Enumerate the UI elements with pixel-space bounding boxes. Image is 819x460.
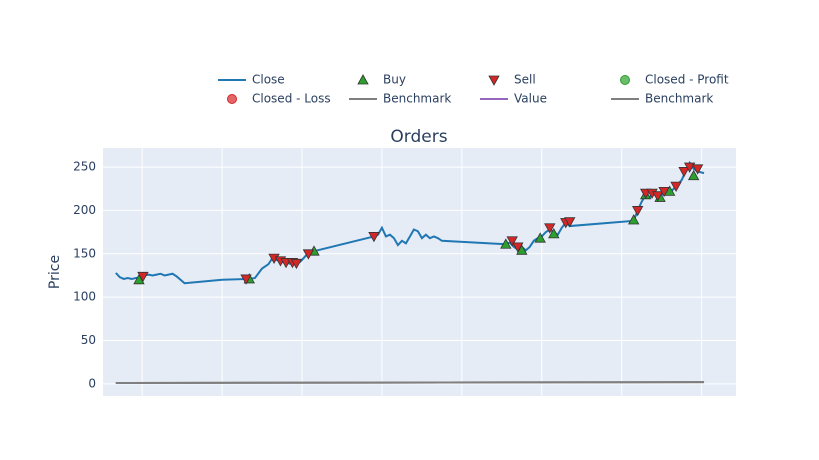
marker xyxy=(628,214,640,225)
marker xyxy=(506,236,518,247)
marker xyxy=(544,223,556,234)
y-tick-label: 200 xyxy=(73,203,96,217)
legend-symbol xyxy=(357,74,369,85)
legend-symbol xyxy=(620,75,630,85)
marker xyxy=(678,167,690,178)
legend-label: Sell xyxy=(514,73,536,87)
marker xyxy=(290,258,303,270)
marker xyxy=(687,169,700,181)
legend-symbol xyxy=(227,94,237,104)
marker xyxy=(658,186,670,198)
legend-label: Closed - Loss xyxy=(252,92,331,106)
marker xyxy=(651,191,664,202)
marker xyxy=(670,181,682,192)
y-tick-label: 0 xyxy=(88,376,96,390)
plot-area xyxy=(103,148,736,396)
marker xyxy=(534,232,546,243)
legend-symbol xyxy=(488,75,500,86)
legend-label: Benchmark xyxy=(645,92,713,106)
marker xyxy=(500,238,512,249)
y-tick-label: 150 xyxy=(73,246,96,260)
marker xyxy=(240,274,252,285)
marker xyxy=(302,249,315,260)
marker xyxy=(632,206,644,217)
y-tick-label: 250 xyxy=(73,160,96,174)
marker xyxy=(564,217,576,228)
y-tick-label: 50 xyxy=(81,333,96,347)
marker xyxy=(368,232,380,243)
y-axis-label: Price xyxy=(47,255,63,289)
legend-label: Closed - Profit xyxy=(645,73,729,87)
y-tick-label: 100 xyxy=(73,290,96,304)
marker xyxy=(137,271,149,283)
legend-label: Benchmark xyxy=(383,92,451,106)
marker xyxy=(683,162,696,173)
marker xyxy=(512,242,524,253)
series-line xyxy=(115,381,705,384)
chart-title: Orders xyxy=(390,127,447,147)
marker xyxy=(691,164,704,175)
legend-label: Value xyxy=(514,92,547,106)
legend-label: Buy xyxy=(383,73,406,87)
legend-label: Close xyxy=(252,73,285,87)
marker xyxy=(548,228,560,239)
